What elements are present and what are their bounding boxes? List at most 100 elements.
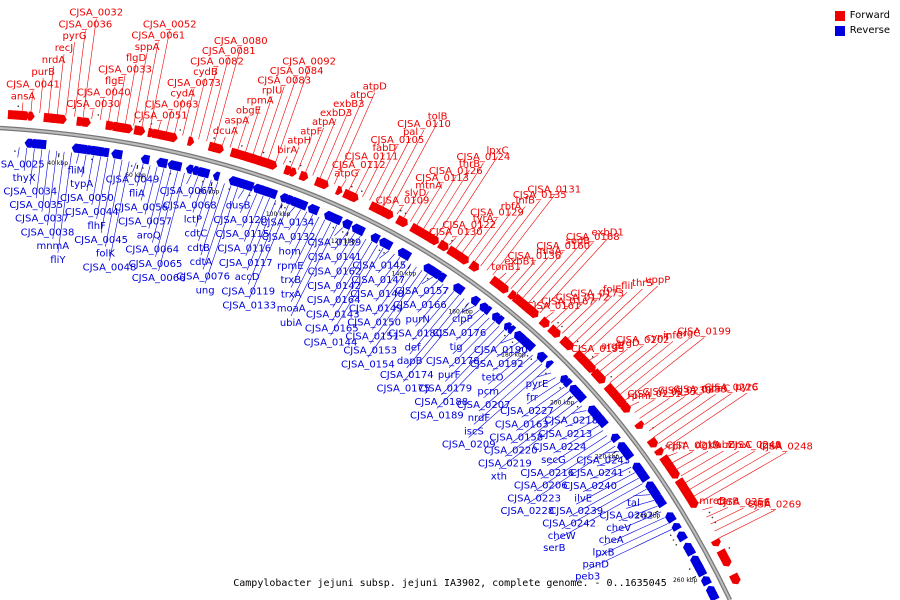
- gene-label: CJSA_0045: [74, 235, 128, 246]
- gene-label: CJSA_0066: [132, 273, 186, 284]
- inner-marker: [616, 454, 618, 456]
- reverse-gene-block: [299, 200, 309, 211]
- label-leader: [74, 30, 86, 117]
- forward-gene-block: [283, 165, 293, 176]
- gene-label: CJSA_0248: [759, 442, 813, 453]
- inner-marker: [545, 372, 547, 375]
- inner-marker: [14, 150, 16, 152]
- label-leader: [474, 212, 512, 262]
- label-leader: [409, 294, 460, 355]
- gene-label: folE: [603, 285, 622, 296]
- outer-marker: [289, 160, 292, 163]
- reverse-gene-block: [357, 226, 366, 237]
- gene-label: CJSA_0195: [571, 344, 625, 355]
- forward-gene-block: [561, 337, 574, 351]
- gene-label: thrS: [632, 278, 653, 289]
- label-leader: [667, 452, 678, 457]
- label-leader: [567, 295, 613, 339]
- gene-label: fabD: [372, 143, 396, 154]
- label-leader: [189, 176, 199, 199]
- gene-label: CJSA_0111: [345, 151, 399, 162]
- reverse-gene-block: [437, 272, 448, 283]
- label-leader: [326, 101, 362, 182]
- label-leader: [149, 30, 170, 129]
- reverse-gene-block: [269, 189, 278, 200]
- gene-label: CJSA_0172: [556, 292, 610, 303]
- label-leader: [333, 235, 361, 279]
- gene-label: CJSA_0112: [332, 160, 386, 171]
- label-leader: [158, 121, 161, 131]
- gene-label: CJSA_0048: [83, 263, 137, 274]
- gene-label: CJSA_0082: [190, 57, 244, 68]
- reverse-gene-block: [569, 384, 581, 397]
- label-leader: [372, 266, 417, 330]
- gene-label: CJSA_0199: [677, 327, 731, 338]
- label-leader: [442, 156, 498, 242]
- gene-label: mreB: [699, 496, 726, 507]
- legend-forward: Forward: [834, 8, 890, 23]
- label-leader: [144, 166, 158, 215]
- label-leader: [531, 377, 556, 391]
- label-leader: [452, 317, 490, 355]
- forward-gene-block: [133, 125, 146, 136]
- label-leader: [533, 440, 612, 492]
- label-leader: [440, 329, 505, 396]
- gene-label: CJSA_0109: [376, 196, 430, 207]
- reverse-swatch: [834, 25, 845, 36]
- gene-label: CJSA_0180: [388, 328, 442, 339]
- forward-gene-block: [298, 170, 309, 182]
- gene-label: CJSA_0249: [728, 440, 782, 451]
- gene-label: uppP: [645, 275, 670, 286]
- gene-label: tolB: [428, 111, 448, 122]
- gene-label: flgE: [105, 76, 124, 87]
- reverse-gene-block: [708, 591, 720, 600]
- forward-gene-block: [722, 558, 732, 567]
- label-leader: [252, 96, 273, 155]
- reverse-gene-block: [622, 449, 635, 461]
- label-leader: [297, 137, 312, 171]
- label-leader: [611, 511, 662, 534]
- gene-label: CJSA_0227: [500, 406, 554, 417]
- gene-label: CJSA_0044: [65, 207, 119, 218]
- gene-label: atpD: [363, 82, 387, 93]
- outer-marker: [533, 300, 535, 303]
- outer-marker: [179, 129, 182, 131]
- gene-label: thrB: [459, 159, 480, 170]
- label-leader: [676, 450, 709, 470]
- gene-label: CJSA_0144: [304, 338, 358, 349]
- label-leader: [483, 354, 533, 399]
- forward-gene-block: [729, 572, 741, 585]
- reverse-gene-block: [653, 494, 665, 505]
- label-leader: [415, 287, 449, 327]
- gene-label: mreC: [726, 440, 753, 451]
- gene-label: CJSA_0037: [15, 214, 69, 225]
- reverse-gene-block: [333, 214, 343, 226]
- gene-label: CJSA_0130: [429, 227, 483, 238]
- label-leader: [282, 156, 288, 165]
- gene-label: def: [405, 342, 422, 353]
- label-leader: [710, 507, 744, 525]
- label-leaders: [17, 18, 787, 570]
- forward-gene-block: [711, 537, 721, 547]
- gene-label: CJSA_0262: [599, 510, 653, 521]
- reverse-gene-block: [471, 295, 481, 307]
- gene-label: recJ: [55, 43, 74, 54]
- gene-label: CJSA_0242: [542, 519, 596, 530]
- reverse-gene-block: [596, 415, 609, 429]
- inner-marker: [530, 358, 533, 361]
- gene-label: CJSA_0164: [307, 295, 361, 306]
- label-leader: [594, 351, 613, 367]
- label-leader: [468, 368, 547, 438]
- label-leader: [480, 206, 526, 267]
- gene-label: rpmA: [247, 95, 274, 106]
- reverse-gene-block: [536, 351, 548, 363]
- tick-mark: [136, 164, 139, 169]
- label-leader: [47, 150, 58, 226]
- gene-label: flhF: [87, 221, 106, 232]
- gene-label: cdtB: [187, 243, 210, 254]
- outer-marker: [241, 145, 243, 147]
- gene-label: CJSA_0233: [673, 384, 727, 395]
- gene-label: aspA: [225, 116, 250, 127]
- gene-label: CJSA_0230: [658, 386, 712, 397]
- outer-marker: [591, 356, 594, 358]
